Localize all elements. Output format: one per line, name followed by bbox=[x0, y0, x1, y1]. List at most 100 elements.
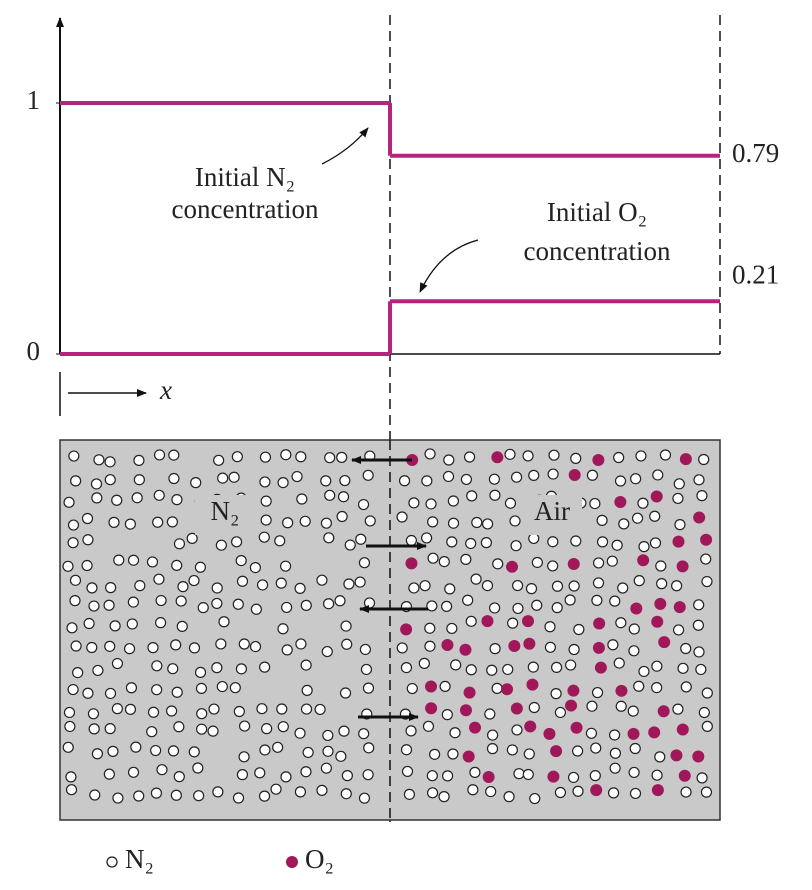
o2-molecule bbox=[593, 617, 606, 630]
n2-molecule bbox=[405, 534, 417, 547]
o2-molecule bbox=[650, 490, 663, 503]
o2-molecule bbox=[570, 721, 583, 734]
n2-molecule bbox=[358, 728, 370, 740]
n2-molecule bbox=[171, 686, 183, 698]
n2-molecule bbox=[618, 518, 630, 530]
n2-molecule bbox=[208, 703, 220, 715]
n2-molecule bbox=[83, 617, 95, 630]
n2-molecule bbox=[340, 620, 352, 632]
n2-molecule bbox=[228, 471, 240, 483]
o2-molecule bbox=[565, 699, 578, 712]
label-bg bbox=[522, 495, 582, 535]
n2-molecule bbox=[606, 555, 618, 567]
o2-molecule bbox=[590, 784, 603, 797]
n2-molecule bbox=[629, 742, 641, 755]
n2-molecule bbox=[211, 582, 223, 594]
n2-molecule bbox=[403, 788, 416, 800]
n2-molecule bbox=[152, 516, 164, 528]
n2-molecule bbox=[275, 577, 287, 589]
n2-molecule bbox=[86, 641, 98, 654]
n2-molecule bbox=[300, 599, 312, 611]
n2-molecule bbox=[491, 682, 503, 694]
n2-molecule bbox=[256, 579, 269, 591]
n2-molecule bbox=[700, 553, 712, 565]
n2-molecule bbox=[358, 792, 371, 804]
n2-molecule bbox=[68, 450, 80, 462]
n2-molecule bbox=[398, 475, 411, 487]
n2-molecule bbox=[337, 491, 350, 503]
n2-molecule bbox=[424, 622, 436, 634]
n2-molecule bbox=[70, 640, 82, 652]
n2-molecule bbox=[528, 701, 540, 714]
n2-molecule bbox=[447, 495, 459, 507]
n2-molecule bbox=[421, 532, 433, 544]
n2-molecule bbox=[213, 454, 225, 466]
n2-molecule bbox=[93, 454, 105, 466]
n2-molecule bbox=[103, 768, 115, 780]
n2-molecule bbox=[698, 453, 710, 466]
n2-molecule bbox=[596, 514, 608, 526]
n2-molecule bbox=[638, 665, 650, 678]
n2-molecule bbox=[211, 662, 223, 674]
n2-molecule bbox=[91, 748, 104, 760]
n2-molecule bbox=[232, 792, 245, 804]
callout bbox=[321, 127, 369, 165]
n2-molecule bbox=[615, 700, 627, 712]
n2-molecule bbox=[512, 579, 524, 592]
o2-molecule bbox=[614, 496, 627, 509]
y-tick-label: 1 bbox=[27, 85, 41, 115]
n2-molecule bbox=[168, 449, 180, 461]
n2-molecule bbox=[509, 515, 521, 527]
n2-molecule bbox=[426, 600, 438, 612]
n2-molecule bbox=[190, 477, 202, 489]
n2-molecule bbox=[259, 476, 271, 488]
n2-molecule bbox=[635, 450, 647, 462]
n2-molecule bbox=[506, 744, 518, 756]
o2-label: Initial O₂ bbox=[547, 197, 647, 227]
n2-molecule bbox=[104, 474, 116, 486]
n2-molecule bbox=[548, 449, 560, 461]
n2-molecule bbox=[447, 748, 459, 760]
n2-molecule bbox=[354, 576, 366, 588]
n2-molecule bbox=[238, 720, 251, 732]
n2-molecule bbox=[572, 785, 584, 797]
n2-molecule bbox=[72, 666, 84, 679]
n2-molecule bbox=[111, 494, 123, 506]
o2-molecule bbox=[637, 554, 650, 567]
n2-molecule bbox=[238, 638, 250, 650]
n2-molecule bbox=[320, 517, 333, 529]
n2-molecule bbox=[487, 729, 499, 741]
n2-molecule bbox=[696, 490, 708, 502]
n2-molecule bbox=[481, 580, 494, 592]
n2-molecule bbox=[150, 787, 163, 799]
n2-molecule bbox=[419, 580, 431, 592]
n2-molecule bbox=[151, 660, 163, 672]
n2-molecule bbox=[295, 451, 307, 463]
o2-label: concentration bbox=[524, 236, 671, 266]
n2-molecule bbox=[250, 603, 262, 615]
n2-molecule bbox=[215, 539, 227, 551]
n2-molecule bbox=[300, 703, 313, 715]
n2-molecule bbox=[272, 741, 284, 753]
y-tick-label: 0 bbox=[27, 336, 41, 366]
n2-molecule bbox=[671, 580, 683, 592]
n2-molecule bbox=[486, 743, 499, 755]
n2-molecule bbox=[86, 582, 98, 594]
n2-molecule bbox=[362, 769, 374, 781]
o2-molecule bbox=[676, 723, 689, 736]
n2-molecule bbox=[233, 705, 245, 718]
n2-molecule bbox=[355, 533, 367, 545]
n2-molecule bbox=[551, 602, 563, 614]
n2-molecule bbox=[62, 741, 74, 753]
n2-molecule bbox=[188, 642, 201, 654]
n2-molecule bbox=[299, 515, 311, 527]
n2-molecule bbox=[230, 536, 243, 548]
n2-molecule bbox=[339, 474, 351, 487]
o2-molecule bbox=[627, 727, 640, 740]
n2-molecule bbox=[103, 599, 115, 611]
n2-molecule bbox=[592, 577, 605, 589]
o2-molecule bbox=[523, 637, 536, 650]
n2-molecule bbox=[695, 663, 707, 676]
n2-molecule bbox=[550, 661, 563, 673]
n2-molecule bbox=[421, 475, 433, 487]
